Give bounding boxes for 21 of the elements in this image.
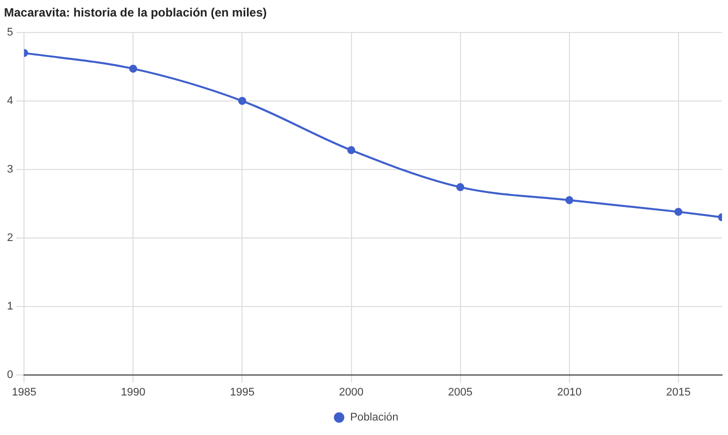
x-tick-label: 1985 [12,386,36,398]
y-tick-label: 4 [6,94,14,107]
y-tick-label: 5 [6,26,14,38]
point [238,96,246,105]
point [347,146,356,154]
legend-label: Población [350,412,398,424]
point [565,196,574,204]
y-tick-label: 1 [6,300,14,312]
point [456,183,464,192]
y-tick-label: 0 [6,368,14,381]
chart-title: Macaravita: historia de la población (en miles) [4,6,267,20]
x-tick-label: 2010 [557,386,582,398]
x-tick-label: 1995 [230,386,254,398]
y-tick-label: 2 [6,232,14,244]
y-tick-label: 3 [6,163,14,176]
x-tick-label: 2005 [448,386,473,398]
point [129,64,138,73]
x-tick-label: 2015 [666,386,691,398]
x-tick-label: 2000 [339,386,364,398]
point [674,208,682,216]
x-tick-label: 1990 [120,386,146,398]
